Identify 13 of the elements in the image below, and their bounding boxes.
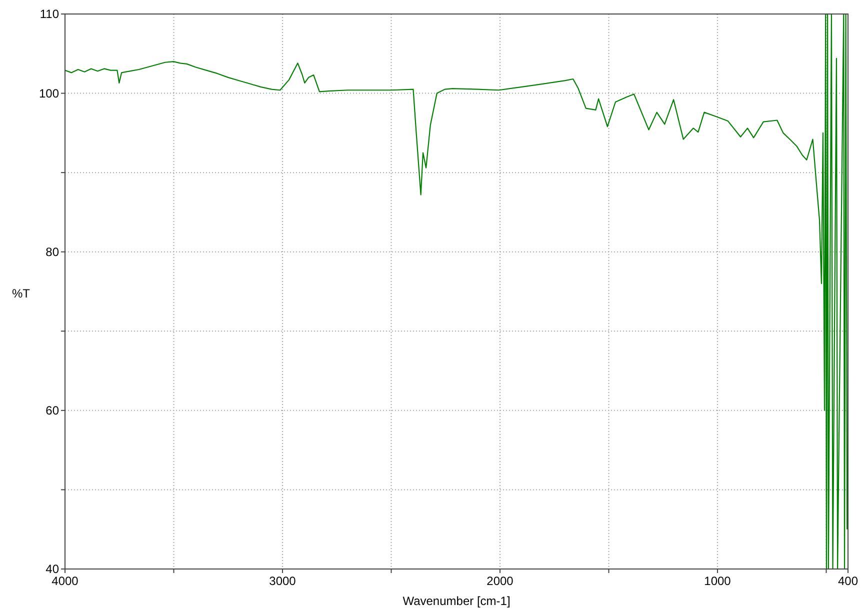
line-series (65, 14, 848, 569)
x-axis-title: Wavenumber [cm-1] (402, 594, 510, 608)
x-tick-label: 3000 (269, 574, 296, 588)
y-tick-label: 80 (46, 245, 60, 260)
x-tick-label: 2000 (486, 574, 514, 588)
x-tick-label: 400 (838, 574, 858, 588)
y-tick-label: 40 (46, 562, 60, 576)
x-tick-label: 4000 (52, 574, 79, 588)
y-tick-label: 100 (38, 86, 60, 100)
y-tick-label: 60 (46, 404, 60, 418)
x-tick-label: 1000 (704, 574, 732, 588)
y-axis-title: %T (12, 286, 31, 300)
y-tick-label: 110 (40, 7, 60, 22)
